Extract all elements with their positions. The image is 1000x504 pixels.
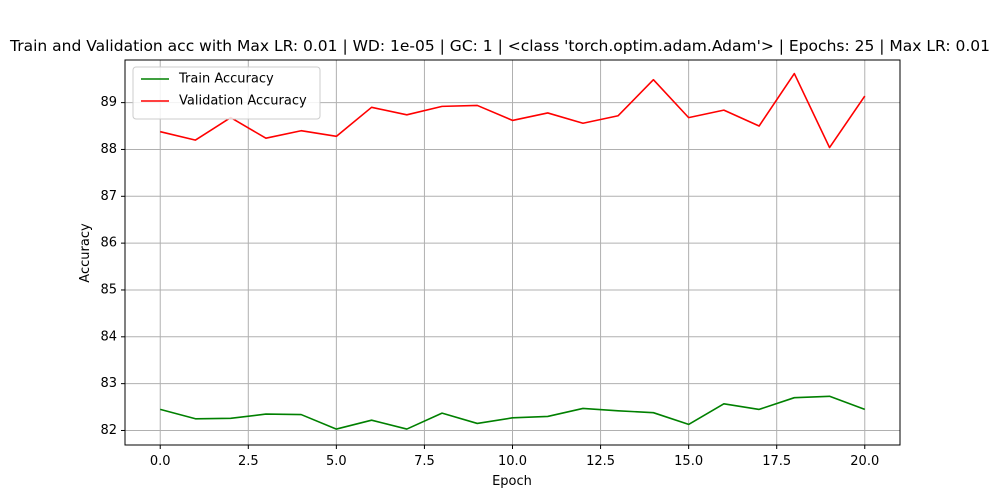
x-tick-label: 20.0 bbox=[850, 454, 879, 469]
x-tick-label: 17.5 bbox=[762, 454, 791, 469]
y-tick-label: 89 bbox=[100, 95, 117, 110]
series-lines bbox=[160, 72, 866, 430]
y-tick-label: 88 bbox=[100, 142, 117, 157]
y-tick-label: 83 bbox=[100, 376, 117, 391]
y-tick-label: 82 bbox=[100, 423, 117, 438]
legend: Train Accuracy Validation Accuracy bbox=[132, 66, 321, 120]
y-tick-label: 84 bbox=[100, 329, 117, 344]
x-tick-label: 10.0 bbox=[498, 454, 527, 469]
x-tick-label: 12.5 bbox=[586, 454, 615, 469]
grid bbox=[125, 60, 900, 445]
series-line-train-accuracy bbox=[160, 395, 866, 430]
y-tick-label: 86 bbox=[100, 236, 117, 251]
x-tick-label: 0.0 bbox=[150, 454, 171, 469]
y-axis-label: Accuracy bbox=[78, 223, 93, 283]
series-line-validation-accuracy bbox=[160, 72, 866, 149]
x-tick-label: 2.5 bbox=[238, 454, 259, 469]
y-tick-label: 85 bbox=[100, 282, 117, 297]
legend-label: Validation Accuracy bbox=[179, 94, 307, 109]
legend-label: Train Accuracy bbox=[178, 72, 274, 87]
axis-ticks: 0.0 2.5 5.0 7.5 10.0 12.5 15.0 17.5 20.0 82 83 84 85… bbox=[100, 95, 879, 469]
x-tick-label: 7.5 bbox=[414, 454, 435, 469]
chart-title: Train and Validation acc with Max LR: 0.… bbox=[9, 37, 990, 55]
x-tick-label: 15.0 bbox=[674, 454, 703, 469]
legend-box bbox=[132, 66, 321, 120]
x-axis-label: Epoch bbox=[492, 474, 532, 489]
x-tick-label: 5.0 bbox=[326, 454, 347, 469]
y-tick-label: 87 bbox=[100, 189, 117, 204]
